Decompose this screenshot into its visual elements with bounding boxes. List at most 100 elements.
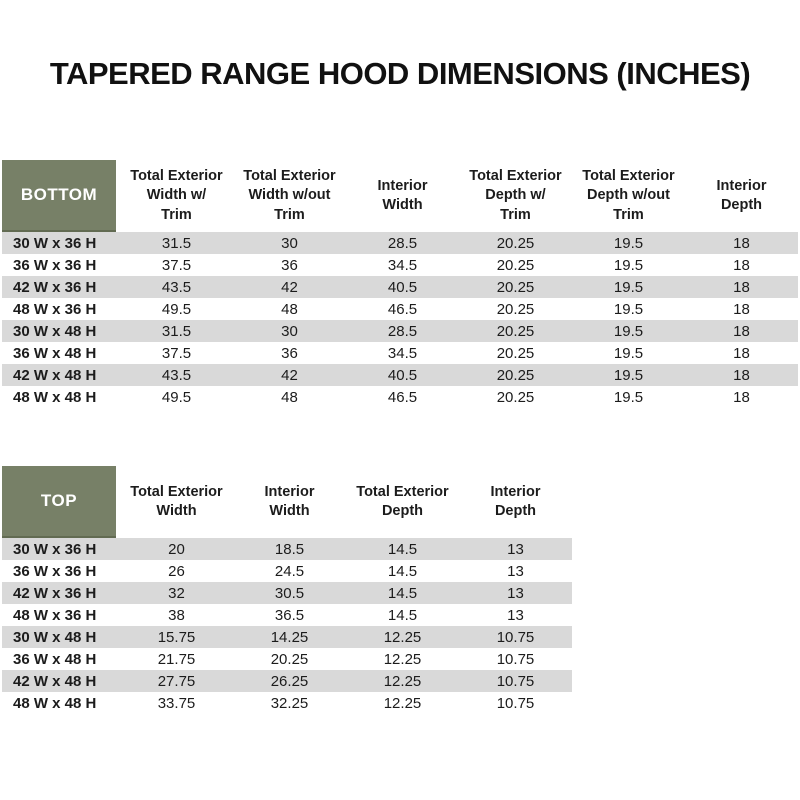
- top-table-row: 48 W x 48 H 33.75 32.25 12.25 10.75: [2, 692, 572, 714]
- cell-value: 12.25: [383, 672, 422, 690]
- cell-value: 32.25: [270, 694, 309, 712]
- cell-value: 18: [733, 366, 750, 384]
- cell-value: 10.75: [496, 694, 535, 712]
- cell-value: 19.5: [613, 256, 644, 274]
- cell-value: 18: [733, 256, 750, 274]
- cell-value: 19.5: [613, 278, 644, 296]
- cell-value: 13: [507, 606, 524, 624]
- bottom-table-row: 42 W x 48 H 43.5 42 40.5 20.25 19.5 18: [2, 364, 798, 386]
- cell-value: 38: [168, 606, 185, 624]
- row-label: 42 W x 48 H: [13, 366, 97, 384]
- row-label: 48 W x 36 H: [13, 606, 97, 624]
- cell-value: 40.5: [387, 278, 418, 296]
- cell-value: 30: [281, 322, 298, 340]
- cell-value: 18: [733, 278, 750, 296]
- cell-value: 18: [733, 322, 750, 340]
- cell-value: 48: [281, 388, 298, 406]
- cell-value: 14.5: [387, 606, 418, 624]
- cell-value: 49.5: [161, 388, 192, 406]
- top-table-row: 42 W x 48 H 27.75 26.25 12.25 10.75: [2, 670, 572, 692]
- cell-value: 37.5: [161, 344, 192, 362]
- cell-value: 13: [507, 562, 524, 580]
- top-column-header-1: Interior Width: [264, 483, 315, 519]
- cell-value: 31.5: [161, 234, 192, 252]
- top-table-row: 30 W x 36 H 20 18.5 14.5 13: [2, 538, 572, 560]
- cell-value: 19.5: [613, 344, 644, 362]
- cell-value: 20.25: [496, 300, 535, 318]
- row-label: 42 W x 48 H: [13, 672, 97, 690]
- bottom-table-row: 36 W x 48 H 37.5 36 34.5 20.25 19.5 18: [2, 342, 798, 364]
- cell-value: 37.5: [161, 256, 192, 274]
- cell-value: 49.5: [161, 300, 192, 318]
- cell-value: 20.25: [496, 366, 535, 384]
- cell-value: 15.75: [157, 628, 196, 646]
- cell-value: 46.5: [387, 300, 418, 318]
- cell-value: 10.75: [496, 628, 535, 646]
- cell-value: 33.75: [157, 694, 196, 712]
- cell-value: 36: [281, 256, 298, 274]
- bottom-column-header-4: Total Exterior Depth w/out Trim: [582, 168, 675, 223]
- bottom-corner-label: BOTTOM: [2, 160, 116, 232]
- bottom-table-row: 30 W x 48 H 31.5 30 28.5 20.25 19.5 18: [2, 320, 798, 342]
- bottom-table-row: 42 W x 36 H 43.5 42 40.5 20.25 19.5 18: [2, 276, 798, 298]
- bottom-table-row: 48 W x 48 H 49.5 48 46.5 20.25 19.5 18: [2, 386, 798, 408]
- cell-value: 48: [281, 300, 298, 318]
- cell-value: 18: [733, 344, 750, 362]
- cell-value: 13: [507, 540, 524, 558]
- cell-value: 30: [281, 234, 298, 252]
- cell-value: 18.5: [274, 540, 305, 558]
- cell-value: 13: [507, 584, 524, 602]
- bottom-table-row: 36 W x 36 H 37.5 36 34.5 20.25 19.5 18: [2, 254, 798, 276]
- row-label: 36 W x 48 H: [13, 344, 97, 362]
- cell-value: 14.5: [387, 584, 418, 602]
- row-label: 36 W x 36 H: [13, 256, 97, 274]
- cell-value: 10.75: [496, 650, 535, 668]
- row-label: 30 W x 48 H: [13, 628, 97, 646]
- cell-value: 28.5: [387, 322, 418, 340]
- bottom-header-row: BOTTOM Total Exterior Width w/ Trim Total …: [2, 160, 798, 232]
- row-label: 48 W x 48 H: [13, 694, 97, 712]
- row-label: 36 W x 48 H: [13, 650, 97, 668]
- cell-value: 43.5: [161, 278, 192, 296]
- row-label: 42 W x 36 H: [13, 584, 97, 602]
- top-column-header-3: Interior Depth: [490, 483, 541, 519]
- cell-value: 20.25: [496, 388, 535, 406]
- row-label: 48 W x 36 H: [13, 300, 97, 318]
- top-dimensions-table: TOP Total Exterior Width Interior Width Tot…: [2, 466, 572, 714]
- cell-value: 26: [168, 562, 185, 580]
- cell-value: 20.25: [496, 344, 535, 362]
- cell-value: 26.25: [270, 672, 309, 690]
- cell-value: 10.75: [496, 672, 535, 690]
- top-column-header-0: Total Exterior Width: [130, 483, 223, 519]
- cell-value: 20.25: [496, 256, 535, 274]
- cell-value: 18: [733, 388, 750, 406]
- cell-value: 31.5: [161, 322, 192, 340]
- cell-value: 19.5: [613, 234, 644, 252]
- cell-value: 36.5: [274, 606, 305, 624]
- bottom-table-row: 30 W x 36 H 31.5 30 28.5 20.25 19.5 18: [2, 232, 798, 254]
- cell-value: 27.75: [157, 672, 196, 690]
- cell-value: 19.5: [613, 366, 644, 384]
- cell-value: 14.25: [270, 628, 309, 646]
- bottom-dimensions-table: BOTTOM Total Exterior Width w/ Trim Total …: [2, 160, 798, 408]
- top-table-row: 30 W x 48 H 15.75 14.25 12.25 10.75: [2, 626, 572, 648]
- bottom-column-header-5: Interior Depth: [716, 177, 767, 213]
- bottom-column-header-1: Total Exterior Width w/out Trim: [243, 168, 336, 223]
- top-table-row: 48 W x 36 H 38 36.5 14.5 13: [2, 604, 572, 626]
- bottom-column-header-0: Total Exterior Width w/ Trim: [130, 168, 223, 223]
- top-corner-label: TOP: [2, 466, 116, 538]
- cell-value: 20.25: [496, 278, 535, 296]
- top-column-header-2: Total Exterior Depth: [356, 483, 449, 519]
- cell-value: 24.5: [274, 562, 305, 580]
- cell-value: 46.5: [387, 388, 418, 406]
- cell-value: 18: [733, 300, 750, 318]
- top-table-row: 36 W x 48 H 21.75 20.25 12.25 10.75: [2, 648, 572, 670]
- cell-value: 18: [733, 234, 750, 252]
- cell-value: 32: [168, 584, 185, 602]
- bottom-column-header-2: Interior Width: [377, 177, 428, 213]
- cell-value: 20: [168, 540, 185, 558]
- cell-value: 14.5: [387, 562, 418, 580]
- cell-value: 40.5: [387, 366, 418, 384]
- cell-value: 20.25: [496, 234, 535, 252]
- cell-value: 12.25: [383, 650, 422, 668]
